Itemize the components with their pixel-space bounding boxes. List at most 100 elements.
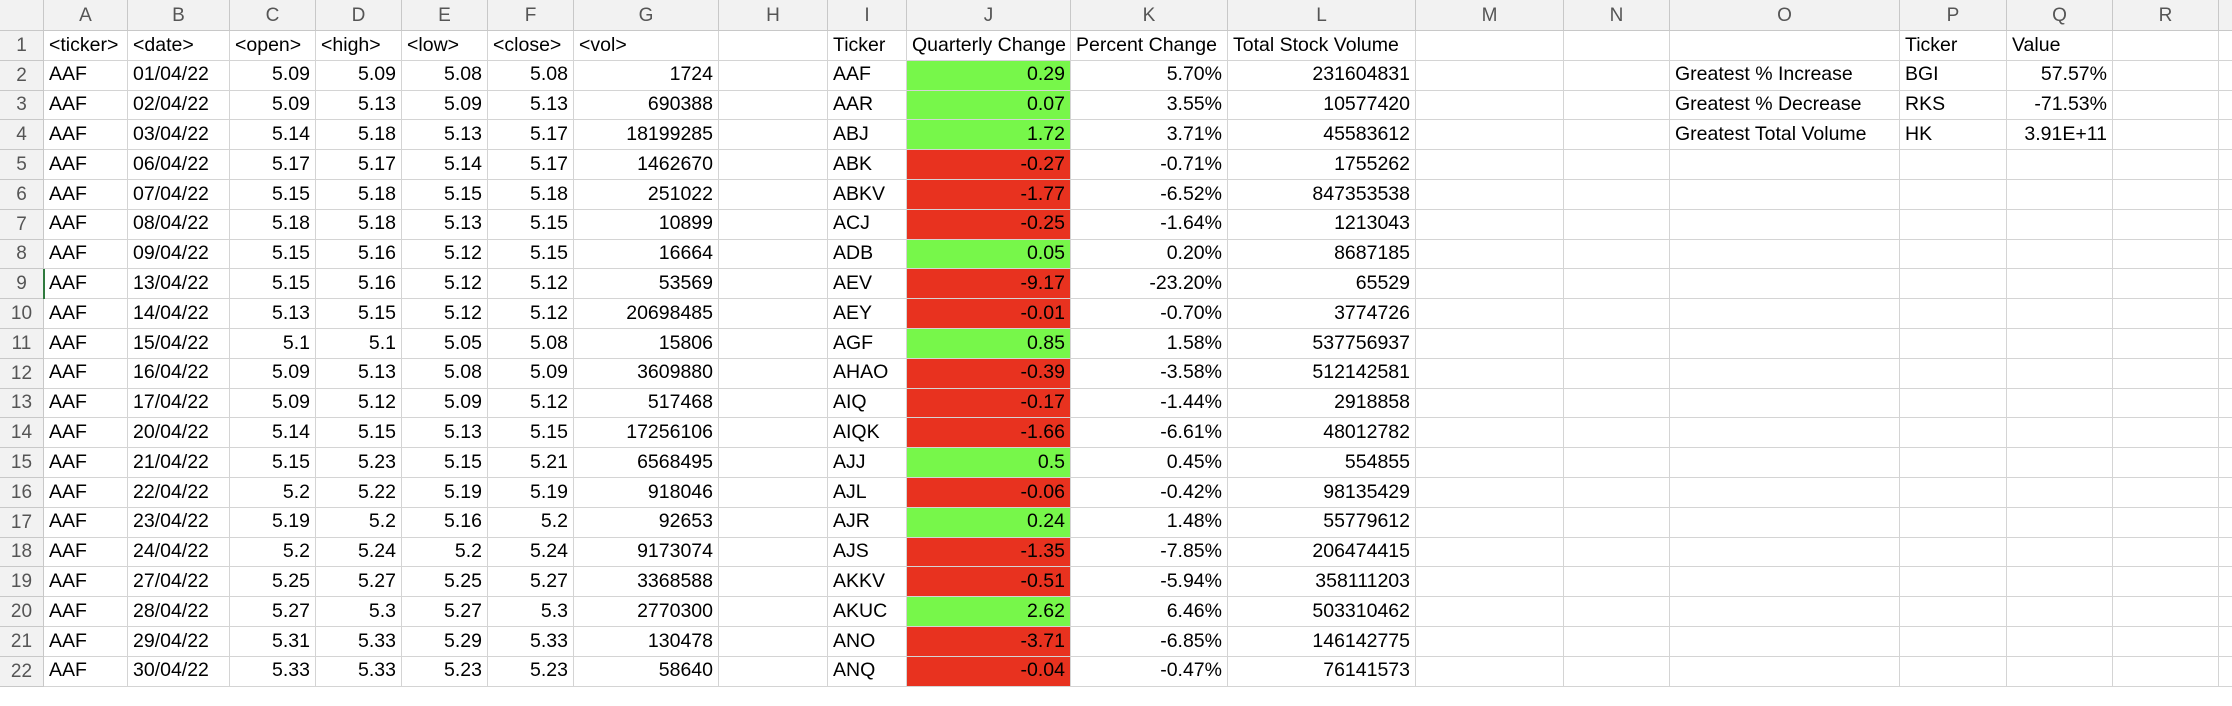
cell-a8[interactable]: AAF (44, 239, 128, 270)
cell-d9[interactable]: 5.16 (316, 269, 402, 300)
cell-s4[interactable] (2219, 120, 2232, 151)
row-header-2[interactable]: 2 (0, 60, 44, 91)
cell-r16[interactable] (2113, 478, 2219, 508)
cell-s13[interactable] (2219, 389, 2232, 419)
row-header-22[interactable]: 22 (0, 656, 44, 687)
cell-b21[interactable]: 29/04/22 (128, 627, 230, 657)
cell-k10[interactable]: -0.70% (1071, 299, 1228, 329)
cell-k3[interactable]: 3.55% (1071, 90, 1228, 121)
cell-a22[interactable]: AAF (44, 656, 128, 687)
cell-m13[interactable] (1416, 388, 1564, 419)
cell-e15[interactable]: 5.15 (402, 448, 488, 478)
cell-q1[interactable]: Value (2007, 31, 2113, 61)
cell-g6[interactable]: 251022 (574, 180, 719, 210)
cell-i7[interactable]: ACJ (828, 209, 907, 240)
cell-o8[interactable] (1670, 239, 1900, 270)
cell-q4[interactable]: 3.91E+11 (2007, 120, 2113, 151)
cell-i16[interactable]: AJL (828, 478, 907, 508)
cell-m14[interactable] (1416, 418, 1564, 449)
cell-n6[interactable] (1564, 180, 1670, 210)
cell-f10[interactable]: 5.12 (488, 299, 574, 329)
cell-d3[interactable]: 5.13 (316, 90, 402, 121)
cell-g12[interactable]: 3609880 (574, 358, 719, 389)
cell-s1[interactable] (2219, 31, 2232, 61)
cell-r2[interactable] (2113, 60, 2219, 91)
cell-d10[interactable]: 5.15 (316, 299, 402, 329)
cell-r19[interactable] (2113, 567, 2219, 598)
cell-k5[interactable]: -0.71% (1071, 150, 1228, 180)
cell-d11[interactable]: 5.1 (316, 329, 402, 359)
cell-o7[interactable] (1670, 209, 1900, 240)
cell-j1[interactable]: Quarterly Change (907, 31, 1071, 61)
cell-l5[interactable]: 1755262 (1228, 150, 1416, 180)
cell-i18[interactable]: AJS (828, 537, 907, 568)
cell-m22[interactable] (1416, 656, 1564, 687)
cell-d16[interactable]: 5.22 (316, 478, 402, 508)
cell-g13[interactable]: 517468 (574, 388, 719, 419)
cell-k19[interactable]: -5.94% (1071, 567, 1228, 598)
cell-m8[interactable] (1416, 239, 1564, 270)
cell-s8[interactable] (2219, 240, 2232, 270)
cell-d14[interactable]: 5.15 (316, 418, 402, 449)
cell-e5[interactable]: 5.14 (402, 150, 488, 180)
cell-f2[interactable]: 5.08 (488, 60, 574, 91)
cell-e18[interactable]: 5.2 (402, 537, 488, 568)
cell-c7[interactable]: 5.18 (230, 209, 316, 240)
cell-r8[interactable] (2113, 239, 2219, 270)
cell-c9[interactable]: 5.15 (230, 269, 316, 300)
cell-e3[interactable]: 5.09 (402, 90, 488, 121)
cell-e4[interactable]: 5.13 (402, 120, 488, 151)
cell-h22[interactable] (719, 656, 828, 687)
cell-c3[interactable]: 5.09 (230, 90, 316, 121)
cell-f5[interactable]: 5.17 (488, 150, 574, 180)
cell-i3[interactable]: AAR (828, 90, 907, 121)
cell-q13[interactable] (2007, 388, 2113, 419)
cell-l9[interactable]: 65529 (1228, 269, 1416, 300)
cell-b15[interactable]: 21/04/22 (128, 448, 230, 478)
cell-m19[interactable] (1416, 567, 1564, 598)
column-header-r[interactable]: R (2113, 0, 2219, 31)
cell-k2[interactable]: 5.70% (1071, 60, 1228, 91)
cell-c10[interactable]: 5.13 (230, 299, 316, 329)
cell-a7[interactable]: AAF (44, 209, 128, 240)
cell-n10[interactable] (1564, 299, 1670, 329)
cell-f18[interactable]: 5.24 (488, 537, 574, 568)
cell-s17[interactable] (2219, 508, 2232, 538)
cell-d21[interactable]: 5.33 (316, 627, 402, 657)
cell-n12[interactable] (1564, 358, 1670, 389)
cell-n5[interactable] (1564, 150, 1670, 180)
cell-l22[interactable]: 76141573 (1228, 656, 1416, 687)
cell-r3[interactable] (2113, 90, 2219, 121)
cell-f7[interactable]: 5.15 (488, 209, 574, 240)
cell-n11[interactable] (1564, 329, 1670, 359)
cell-b5[interactable]: 06/04/22 (128, 150, 230, 180)
cell-i14[interactable]: AIQK (828, 418, 907, 449)
cell-c16[interactable]: 5.2 (230, 478, 316, 508)
cell-d6[interactable]: 5.18 (316, 180, 402, 210)
cell-k20[interactable]: 6.46% (1071, 597, 1228, 627)
cell-h7[interactable] (719, 209, 828, 240)
cell-g11[interactable]: 15806 (574, 329, 719, 359)
cell-o3[interactable]: Greatest % Decrease (1670, 90, 1900, 121)
cell-o20[interactable] (1670, 597, 1900, 627)
cell-k15[interactable]: 0.45% (1071, 448, 1228, 478)
cell-o21[interactable] (1670, 627, 1900, 657)
cell-e21[interactable]: 5.29 (402, 627, 488, 657)
cell-q12[interactable] (2007, 358, 2113, 389)
column-header-g[interactable]: G (574, 0, 719, 31)
cell-p21[interactable] (1900, 627, 2007, 657)
cell-n15[interactable] (1564, 448, 1670, 478)
cell-b16[interactable]: 22/04/22 (128, 478, 230, 508)
cell-q20[interactable] (2007, 597, 2113, 627)
cell-d13[interactable]: 5.12 (316, 388, 402, 419)
row-header-3[interactable]: 3 (0, 90, 44, 121)
cell-j2[interactable]: 0.29 (907, 60, 1071, 91)
cell-b22[interactable]: 30/04/22 (128, 656, 230, 687)
cell-q21[interactable] (2007, 627, 2113, 657)
cell-l16[interactable]: 98135429 (1228, 478, 1416, 508)
cell-d5[interactable]: 5.17 (316, 150, 402, 180)
cell-d7[interactable]: 5.18 (316, 209, 402, 240)
column-header-p[interactable]: P (1900, 0, 2007, 31)
cell-j22[interactable]: -0.04 (907, 656, 1071, 687)
cell-e12[interactable]: 5.08 (402, 358, 488, 389)
